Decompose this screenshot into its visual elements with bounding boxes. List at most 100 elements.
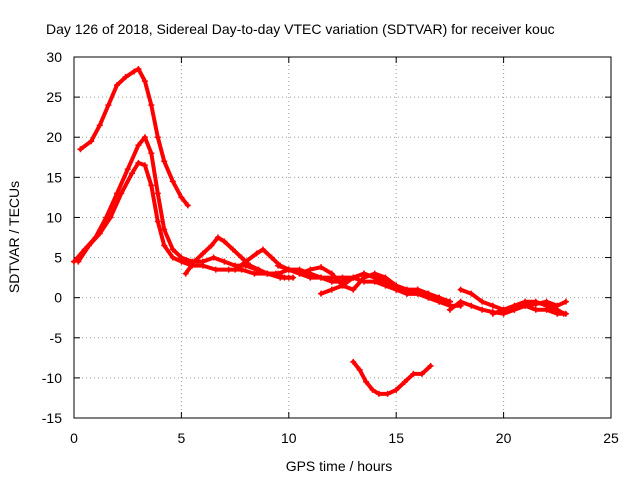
data-point <box>371 274 378 281</box>
data-point <box>479 306 486 313</box>
data-point <box>318 274 325 281</box>
y-tick-label: 20 <box>46 129 62 145</box>
data-point <box>446 298 453 305</box>
data-point <box>376 390 383 397</box>
data-point <box>221 238 228 245</box>
y-tick-label: 30 <box>46 49 62 65</box>
data-point <box>178 258 185 265</box>
y-tick-label: -5 <box>50 330 63 346</box>
series-arc-2 <box>71 134 464 309</box>
data-point <box>268 254 275 261</box>
series-arc-8 <box>350 358 434 397</box>
data-point <box>401 378 408 385</box>
data-point <box>122 74 129 81</box>
data-point <box>113 82 120 89</box>
data-point <box>154 134 161 141</box>
data-point <box>141 162 148 169</box>
data-point <box>260 246 267 253</box>
data-point <box>489 302 496 309</box>
data-point <box>382 278 389 285</box>
y-tick-label: -15 <box>42 410 62 426</box>
data-point <box>410 370 417 377</box>
data-point <box>384 390 391 397</box>
data-point <box>229 246 236 253</box>
data-point <box>363 378 370 385</box>
data-point <box>318 290 325 297</box>
data-point <box>199 262 206 269</box>
data-point <box>199 250 206 257</box>
data-point <box>369 386 376 393</box>
y-tick-label: 0 <box>54 290 62 306</box>
x-tick-label: 0 <box>70 430 78 446</box>
data-point <box>141 134 148 141</box>
data-point <box>285 266 292 273</box>
series-line <box>72 135 463 308</box>
data-point <box>210 254 217 261</box>
data-point <box>105 102 112 109</box>
data-point <box>154 190 161 197</box>
series-arc-1 <box>77 66 191 209</box>
data-point <box>275 262 282 269</box>
data-point <box>543 302 550 309</box>
series-arc-7 <box>318 270 453 305</box>
data-point <box>290 274 297 281</box>
data-point <box>427 362 434 369</box>
data-point <box>131 68 138 75</box>
data-point <box>208 242 215 249</box>
data-point <box>393 282 400 289</box>
data-point <box>214 234 221 241</box>
data-point <box>232 266 239 273</box>
data-point <box>560 310 567 317</box>
data-point <box>418 370 425 377</box>
data-point <box>238 254 245 261</box>
data-point <box>148 182 155 189</box>
data-point <box>339 282 346 289</box>
data-point <box>148 102 155 109</box>
y-tick-label: -10 <box>42 370 62 386</box>
data-point <box>468 302 475 309</box>
data-point <box>221 258 228 265</box>
data-point <box>178 194 185 201</box>
ticks-layer: 0 5 10 15 20 25 -15 -10 -5 0 5 10 15 20 25 30 <box>42 49 619 446</box>
plot-frame <box>73 56 612 419</box>
data-point <box>457 286 464 293</box>
data-point <box>457 298 464 305</box>
data-point <box>96 230 103 237</box>
data-point <box>500 306 507 313</box>
x-axis-title: GPS time / hours <box>286 458 393 474</box>
data-point <box>350 286 357 293</box>
data-point <box>446 306 453 313</box>
data-point <box>141 78 148 85</box>
y-axis-title: SDTVAR / TECUs <box>6 181 22 293</box>
data-point <box>318 264 325 271</box>
data-point <box>479 298 486 305</box>
data-point <box>350 274 357 281</box>
x-tick-label: 10 <box>281 430 297 446</box>
data-point <box>124 166 131 173</box>
series-line <box>76 160 291 280</box>
data-point <box>360 270 367 277</box>
data-point <box>468 290 475 297</box>
data-point <box>264 270 271 277</box>
data-point <box>554 306 561 313</box>
data-point <box>328 270 335 277</box>
data-point <box>191 258 198 265</box>
data-point <box>242 258 249 265</box>
data-point <box>148 150 155 157</box>
data-point <box>107 214 114 221</box>
data-point <box>128 170 135 177</box>
y-tick-label: 5 <box>54 250 62 266</box>
data-point <box>403 286 410 293</box>
series-arc-4 <box>182 234 297 281</box>
series-layer <box>71 66 569 397</box>
data-point <box>247 262 254 269</box>
data-point <box>212 266 219 273</box>
data-point <box>169 246 176 253</box>
data-point <box>393 386 400 393</box>
data-point <box>328 286 335 293</box>
data-point <box>350 358 357 365</box>
x-tick-label: 5 <box>178 430 186 446</box>
y-tick-label: 15 <box>46 169 62 185</box>
data-point <box>562 298 569 305</box>
